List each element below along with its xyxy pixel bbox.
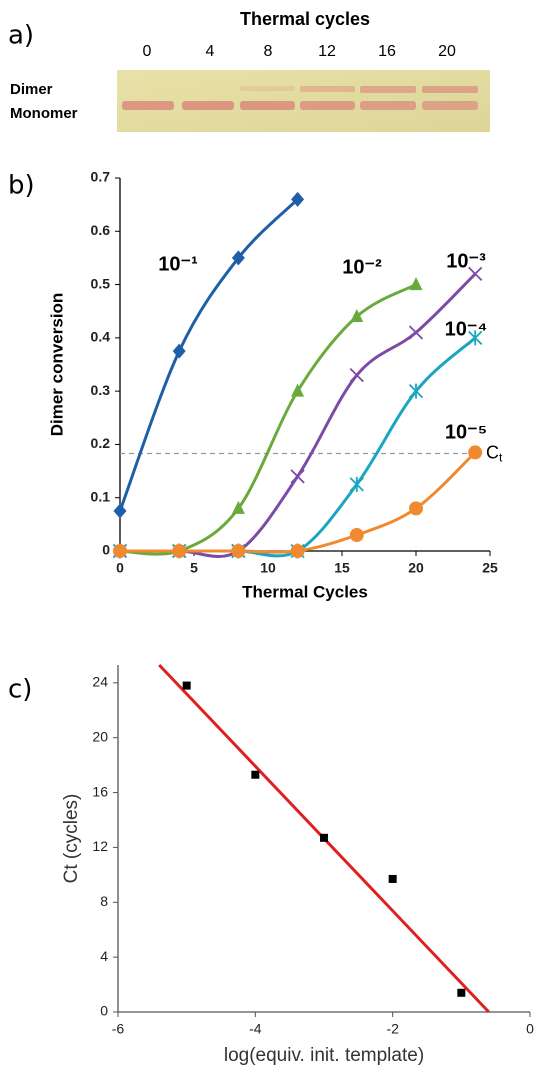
marker	[457, 989, 465, 997]
lane-label: 0	[143, 43, 152, 60]
lane-label: 12	[318, 43, 336, 60]
x-tick-label: 5	[190, 560, 198, 576]
marker	[350, 477, 363, 492]
page: a) b) c) Thermal cycles Dimer Monomer 0 4…	[0, 0, 538, 1068]
x-tick-label: 10	[260, 560, 276, 576]
marker	[468, 445, 482, 459]
panel-label: c)	[8, 675, 32, 705]
y-tick-label: 0.5	[91, 275, 111, 291]
marker	[320, 834, 328, 842]
y-tick-label: 0.2	[91, 435, 111, 451]
y-tick-label: 8	[100, 893, 108, 909]
panel-label: a)	[8, 21, 34, 51]
series-label: 10⁻¹	[158, 253, 198, 275]
reference-label-sub: t	[499, 451, 503, 465]
marker	[251, 771, 259, 779]
y-tick-label: 0.1	[91, 488, 111, 504]
x-tick-label: 15	[334, 560, 350, 576]
y-tick-label: 20	[92, 728, 108, 744]
series-line	[120, 199, 298, 511]
series-line	[120, 452, 475, 552]
gel-row-label: Dimer	[10, 81, 53, 98]
x-tick-label: 25	[482, 560, 498, 576]
series-line	[120, 338, 475, 556]
marker	[410, 384, 423, 399]
reference-label: Ct	[486, 442, 503, 464]
marker	[173, 344, 186, 359]
x-tick-label: 20	[408, 560, 424, 576]
y-tick-label: 0	[100, 1003, 108, 1019]
marker	[114, 504, 127, 519]
marker	[183, 682, 191, 690]
lane-label: 8	[264, 43, 273, 60]
y-tick-label: 0	[102, 542, 110, 558]
panel-label: b)	[8, 171, 35, 201]
y-tick-label: 0.7	[91, 169, 111, 185]
y-tick-label: 0.4	[91, 329, 111, 345]
series-line	[120, 274, 475, 557]
series-label: 10⁻⁵	[445, 421, 487, 443]
x-tick-label: -6	[112, 1021, 125, 1037]
gel-title: Thermal cycles	[240, 9, 370, 29]
marker	[291, 544, 305, 558]
figure: a) b) c) Thermal cycles Dimer Monomer 0 4…	[0, 0, 538, 1068]
lane-label: 4	[206, 43, 215, 60]
x-axis-title: Thermal Cycles	[242, 582, 368, 601]
y-tick-label: 16	[92, 783, 108, 799]
lane-label: 16	[378, 43, 396, 60]
y-tick-label: 0.6	[91, 222, 111, 238]
lane-label: 20	[438, 43, 456, 60]
y-tick-label: 12	[92, 838, 108, 854]
marker	[350, 369, 363, 382]
marker	[410, 326, 423, 339]
series-label: 10⁻²	[342, 256, 382, 278]
x-tick-label: 0	[526, 1021, 534, 1037]
marker	[113, 544, 127, 558]
y-tick-label: 24	[92, 674, 108, 690]
series-line	[120, 285, 416, 555]
y-axis-title: Ct (cycles)	[61, 794, 82, 884]
y-axis-title: Dimer conversion	[47, 293, 66, 437]
marker	[409, 501, 423, 515]
marker	[291, 470, 304, 483]
marker	[350, 528, 364, 542]
marker	[172, 544, 186, 558]
x-tick-label: -4	[249, 1021, 262, 1037]
marker	[389, 875, 397, 883]
reference-label-main: C	[486, 442, 499, 462]
y-tick-label: 0.3	[91, 382, 111, 398]
y-tick-label: 4	[100, 948, 108, 964]
series-label: 10⁻³	[446, 250, 486, 272]
series-label: 10⁻⁴	[445, 318, 488, 340]
x-axis-title: log(equiv. init. template)	[224, 1045, 424, 1066]
gel-row-label: Monomer	[10, 105, 78, 122]
x-tick-label: -2	[386, 1021, 399, 1037]
marker	[231, 544, 245, 558]
marker	[410, 277, 423, 290]
x-tick-label: 0	[116, 560, 124, 576]
